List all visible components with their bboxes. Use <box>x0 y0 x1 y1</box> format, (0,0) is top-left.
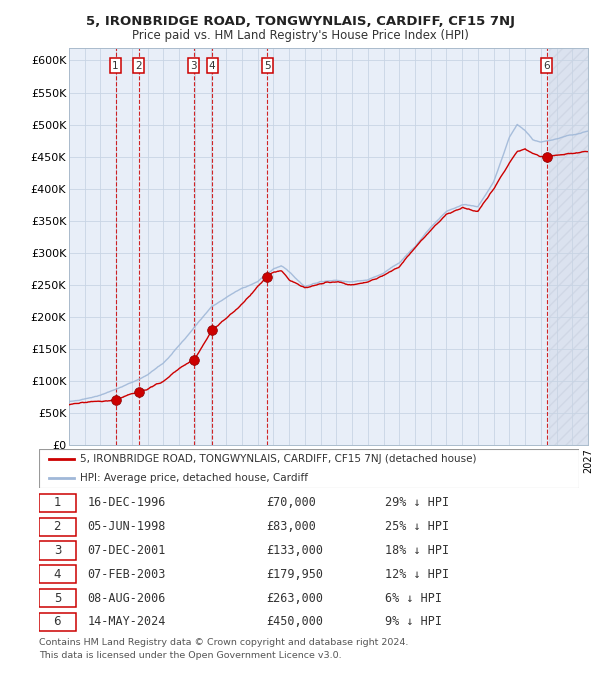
Text: 6: 6 <box>544 61 550 71</box>
Text: 29% ↓ HPI: 29% ↓ HPI <box>385 496 449 509</box>
Text: 2: 2 <box>136 61 142 71</box>
Text: 08-AUG-2006: 08-AUG-2006 <box>88 592 166 605</box>
Text: 3: 3 <box>190 61 197 71</box>
FancyBboxPatch shape <box>39 541 76 560</box>
Text: 07-FEB-2003: 07-FEB-2003 <box>88 568 166 581</box>
Text: 1: 1 <box>53 496 61 509</box>
Text: 2: 2 <box>53 520 61 533</box>
Text: HPI: Average price, detached house, Cardiff: HPI: Average price, detached house, Card… <box>79 473 308 483</box>
FancyBboxPatch shape <box>39 613 76 631</box>
Text: This data is licensed under the Open Government Licence v3.0.: This data is licensed under the Open Gov… <box>39 651 341 660</box>
Text: 5, IRONBRIDGE ROAD, TONGWYNLAIS, CARDIFF, CF15 7NJ (detached house): 5, IRONBRIDGE ROAD, TONGWYNLAIS, CARDIFF… <box>79 454 476 464</box>
Text: 9% ↓ HPI: 9% ↓ HPI <box>385 615 442 628</box>
Text: 3: 3 <box>53 544 61 557</box>
Text: 5: 5 <box>264 61 271 71</box>
FancyBboxPatch shape <box>39 449 579 488</box>
Text: 05-JUN-1998: 05-JUN-1998 <box>88 520 166 533</box>
Text: 25% ↓ HPI: 25% ↓ HPI <box>385 520 449 533</box>
Text: 18% ↓ HPI: 18% ↓ HPI <box>385 544 449 557</box>
Text: 12% ↓ HPI: 12% ↓ HPI <box>385 568 449 581</box>
FancyBboxPatch shape <box>39 589 76 607</box>
Text: 14-MAY-2024: 14-MAY-2024 <box>88 615 166 628</box>
Text: £133,000: £133,000 <box>266 544 323 557</box>
Text: 1: 1 <box>112 61 119 71</box>
Text: Price paid vs. HM Land Registry's House Price Index (HPI): Price paid vs. HM Land Registry's House … <box>131 29 469 41</box>
FancyBboxPatch shape <box>39 517 76 536</box>
Text: 5, IRONBRIDGE ROAD, TONGWYNLAIS, CARDIFF, CF15 7NJ: 5, IRONBRIDGE ROAD, TONGWYNLAIS, CARDIFF… <box>86 15 515 28</box>
Text: 6% ↓ HPI: 6% ↓ HPI <box>385 592 442 605</box>
Text: 5: 5 <box>53 592 61 605</box>
Text: £263,000: £263,000 <box>266 592 323 605</box>
Text: £450,000: £450,000 <box>266 615 323 628</box>
FancyBboxPatch shape <box>39 565 76 583</box>
Text: 07-DEC-2001: 07-DEC-2001 <box>88 544 166 557</box>
Text: £83,000: £83,000 <box>266 520 316 533</box>
Bar <box>548 48 588 445</box>
Text: 16-DEC-1996: 16-DEC-1996 <box>88 496 166 509</box>
Text: 4: 4 <box>209 61 215 71</box>
Text: 6: 6 <box>53 615 61 628</box>
Text: £179,950: £179,950 <box>266 568 323 581</box>
Text: 4: 4 <box>53 568 61 581</box>
Text: £70,000: £70,000 <box>266 496 316 509</box>
Bar <box>548 48 588 445</box>
FancyBboxPatch shape <box>39 494 76 512</box>
Text: Contains HM Land Registry data © Crown copyright and database right 2024.: Contains HM Land Registry data © Crown c… <box>39 638 409 647</box>
